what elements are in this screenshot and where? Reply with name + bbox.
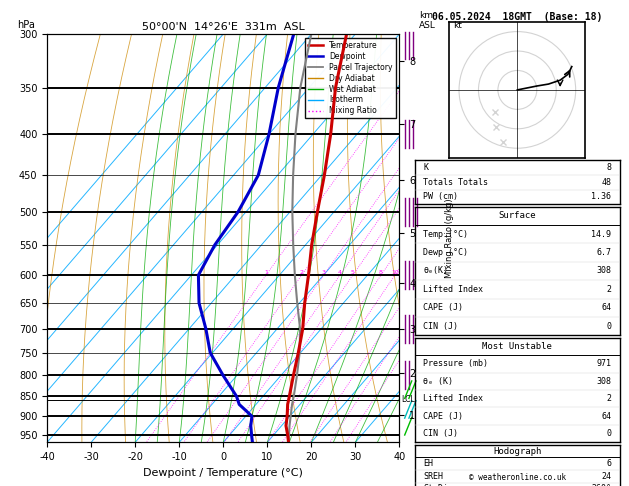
Text: 2: 2 [606, 285, 611, 294]
Text: Temp (°C): Temp (°C) [423, 230, 469, 239]
Text: PW (cm): PW (cm) [423, 192, 459, 201]
Text: CAPE (J): CAPE (J) [423, 303, 464, 312]
Title: 50°00'N  14°26'E  331m  ASL: 50°00'N 14°26'E 331m ASL [142, 22, 304, 32]
Text: Mixing Ratio (g/kg): Mixing Ratio (g/kg) [445, 198, 454, 278]
Text: 06.05.2024  18GMT  (Base: 18): 06.05.2024 18GMT (Base: 18) [432, 12, 603, 22]
Legend: Temperature, Dewpoint, Parcel Trajectory, Dry Adiabat, Wet Adiabat, Isotherm, Mi: Temperature, Dewpoint, Parcel Trajectory… [304, 38, 396, 119]
Text: 8: 8 [379, 270, 383, 275]
Text: © weatheronline.co.uk: © weatheronline.co.uk [469, 473, 566, 482]
Text: 260°: 260° [591, 485, 611, 486]
Text: hPa: hPa [17, 20, 35, 30]
Text: Dewp (°C): Dewp (°C) [423, 248, 469, 257]
Text: 0: 0 [606, 322, 611, 330]
Text: 8: 8 [606, 163, 611, 172]
Text: 10: 10 [391, 270, 399, 275]
Text: Pressure (mb): Pressure (mb) [423, 359, 488, 368]
Text: 1: 1 [264, 270, 268, 275]
Text: Most Unstable: Most Unstable [482, 342, 552, 351]
Text: 48: 48 [601, 178, 611, 187]
Text: 971: 971 [596, 359, 611, 368]
Text: 6.7: 6.7 [596, 248, 611, 257]
Text: θₑ (K): θₑ (K) [423, 377, 454, 386]
Text: CAPE (J): CAPE (J) [423, 412, 464, 421]
Text: Lifted Index: Lifted Index [423, 285, 483, 294]
Text: 5: 5 [351, 270, 355, 275]
Text: 308: 308 [596, 377, 611, 386]
Text: Hodograph: Hodograph [493, 447, 542, 455]
Text: 0: 0 [606, 429, 611, 438]
Text: 64: 64 [601, 412, 611, 421]
Text: Totals Totals: Totals Totals [423, 178, 488, 187]
Text: 2: 2 [606, 394, 611, 403]
Text: km
ASL: km ASL [419, 11, 436, 30]
Text: LCL: LCL [401, 395, 415, 404]
Text: Lifted Index: Lifted Index [423, 394, 483, 403]
Text: θₑ(K): θₑ(K) [423, 266, 448, 276]
Text: CIN (J): CIN (J) [423, 322, 459, 330]
Text: 2: 2 [299, 270, 304, 275]
Text: 1.36: 1.36 [591, 192, 611, 201]
Text: 3: 3 [321, 270, 326, 275]
X-axis label: Dewpoint / Temperature (°C): Dewpoint / Temperature (°C) [143, 468, 303, 478]
Text: 64: 64 [601, 303, 611, 312]
Text: K: K [423, 163, 428, 172]
Text: StmDir: StmDir [423, 485, 454, 486]
Text: 24: 24 [601, 472, 611, 481]
Text: kt: kt [454, 21, 462, 30]
Text: 4: 4 [338, 270, 342, 275]
Text: CIN (J): CIN (J) [423, 429, 459, 438]
Text: EH: EH [423, 459, 433, 468]
Text: Surface: Surface [499, 211, 536, 220]
Text: 308: 308 [596, 266, 611, 276]
Text: SREH: SREH [423, 472, 443, 481]
Text: 14.9: 14.9 [591, 230, 611, 239]
Text: 6: 6 [606, 459, 611, 468]
